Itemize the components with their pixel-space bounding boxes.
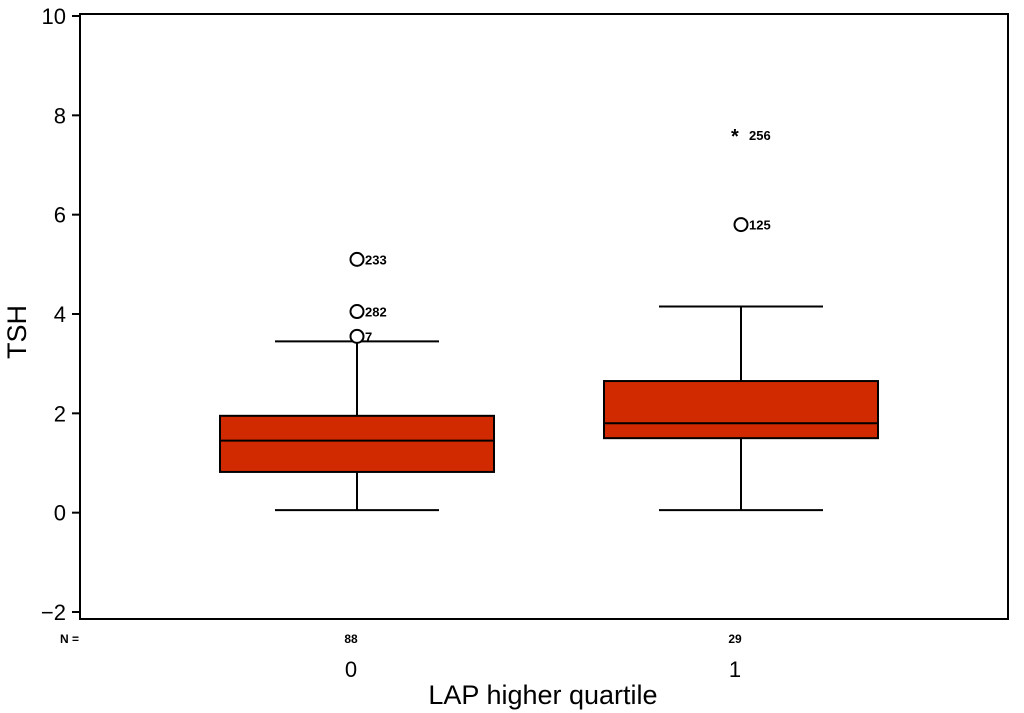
y-tick-label: 10: [42, 4, 66, 29]
y-tick-label: −2: [41, 600, 66, 625]
y-tick-label: 8: [54, 103, 66, 128]
y-axis-title: TSH: [2, 305, 32, 359]
outlier-point: [349, 328, 365, 344]
plot-frame: [79, 13, 1009, 620]
n-row-label: N =: [60, 632, 79, 646]
box-group-0: 233 282 7: [219, 251, 495, 512]
iqr-box: [219, 414, 495, 473]
iqr-box: [603, 380, 879, 440]
extreme-outlier-star: *: [731, 126, 739, 148]
outlier-case-label: 7: [365, 329, 372, 344]
x-category-label: 0: [345, 657, 357, 682]
outlier-case-label: 233: [365, 252, 387, 267]
y-tick-label: 4: [54, 302, 66, 327]
box-group-1: * 256 125: [603, 126, 879, 512]
y-tick-label: 6: [54, 203, 66, 228]
box-series: 233 282 7 * 256 125: [219, 126, 879, 512]
x-axis-title: LAP higher quartile: [428, 680, 657, 710]
outlier-point: [349, 304, 365, 320]
outlier-case-label: 282: [365, 305, 387, 320]
y-tick-label: 0: [54, 501, 66, 526]
n-count-label: 29: [728, 632, 742, 646]
outlier-case-label: 256: [749, 128, 771, 143]
x-axis: N = 88 0 29 1: [60, 632, 742, 682]
n-count-label: 88: [344, 632, 358, 646]
x-category-label: 1: [729, 657, 741, 682]
outlier-point: [349, 251, 365, 267]
y-tick-label: 2: [54, 401, 66, 426]
outlier-case-label: 125: [749, 218, 771, 233]
outlier-point: [733, 217, 749, 233]
y-axis: −2 0 2 4 6 8 10: [41, 4, 80, 625]
